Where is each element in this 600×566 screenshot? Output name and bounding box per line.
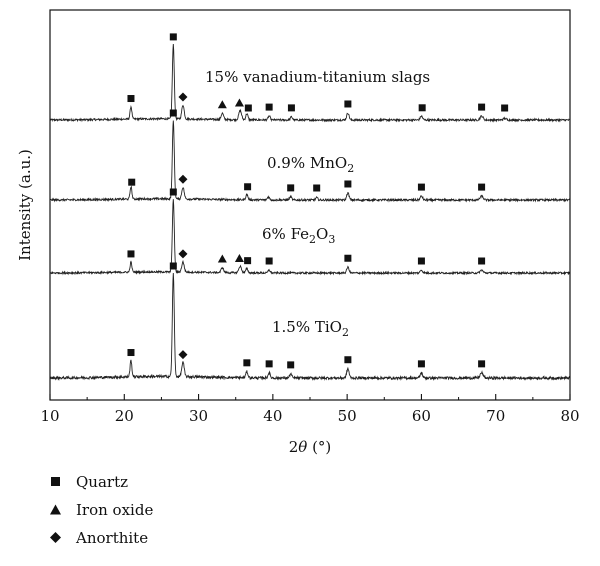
diamond-marker-icon [42, 532, 76, 544]
quartz-marker [244, 257, 252, 265]
quartz-marker [127, 95, 135, 103]
quartz-marker [344, 254, 352, 262]
x-axis-label-suffix: (°) [307, 438, 331, 456]
xrd-trace [49, 199, 571, 276]
quartz-marker [243, 359, 251, 367]
iron-oxide-marker [234, 253, 244, 262]
quartz-marker [313, 184, 321, 192]
iron-oxide-marker [217, 254, 227, 263]
quartz-marker [417, 360, 425, 368]
legend: Quartz Iron oxide Anorthite [42, 468, 153, 552]
x-tick-label: 60 [412, 407, 431, 425]
anorthite-marker [178, 350, 188, 360]
trace-layer [49, 43, 571, 381]
x-tick-label: 50 [338, 407, 357, 425]
x-tick-label: 40 [263, 407, 282, 425]
legend-label-quartz: Quartz [76, 473, 129, 491]
quartz-marker [128, 178, 136, 186]
quartz-marker [127, 349, 135, 357]
legend-item-quartz: Quartz [42, 468, 153, 496]
xrd-trace [49, 272, 571, 381]
quartz-marker [287, 184, 295, 192]
quartz-marker [344, 180, 352, 188]
quartz-marker [169, 109, 177, 117]
anorthite-marker [178, 249, 188, 259]
iron-oxide-marker [217, 100, 227, 109]
x-axis-ticks: 10 20 30 40 50 60 70 80 [40, 394, 580, 425]
quartz-marker [265, 360, 273, 368]
legend-item-iron-oxide: Iron oxide [42, 496, 153, 524]
legend-label-iron-oxide: Iron oxide [76, 501, 154, 519]
legend-label-anorthite: Anorthite [76, 529, 149, 547]
quartz-marker [418, 104, 426, 112]
iron-oxide-marker [234, 98, 244, 107]
quartz-marker [244, 104, 252, 112]
quartz-marker [478, 103, 486, 111]
quartz-marker [344, 100, 352, 108]
x-tick-label: 70 [486, 407, 505, 425]
quartz-marker [265, 257, 273, 265]
pattern-label: 15% vanadium-titanium slags [205, 68, 430, 86]
pattern-label: 1.5% TiO2 [272, 318, 349, 339]
quartz-marker [127, 250, 135, 258]
x-axis-label-symbol: θ [298, 438, 307, 456]
legend-item-anorthite: Anorthite [42, 524, 153, 552]
quartz-marker [287, 361, 295, 369]
quartz-marker [287, 104, 295, 112]
quartz-marker [478, 360, 486, 368]
quartz-marker [417, 183, 425, 191]
anorthite-marker [178, 174, 188, 184]
marker-layer [127, 33, 509, 369]
xrd-trace [49, 43, 571, 123]
quartz-marker [169, 262, 177, 270]
square-marker-icon [42, 476, 76, 488]
pattern-label: 6% Fe2O3 [262, 225, 335, 246]
triangle-marker-icon [42, 504, 76, 516]
anorthite-marker [178, 92, 188, 102]
quartz-marker [265, 103, 273, 111]
x-tick-label: 10 [40, 407, 59, 425]
x-tick-label: 30 [189, 407, 208, 425]
pattern-label-layer: 15% vanadium-titanium slags 0.9% MnO2 6% F… [205, 68, 430, 339]
quartz-marker [169, 188, 177, 196]
y-axis-label: Intensity (a.u.) [16, 149, 34, 261]
xrd-trace [49, 120, 571, 203]
quartz-marker [244, 183, 252, 191]
x-axis-label-prefix: 2 [289, 438, 299, 456]
x-tick-label: 80 [560, 407, 579, 425]
quartz-marker [501, 104, 509, 112]
quartz-marker [344, 356, 352, 364]
quartz-marker [169, 33, 177, 41]
quartz-marker [478, 183, 486, 191]
x-axis-label: 2θ (°) [289, 438, 332, 456]
quartz-marker [417, 257, 425, 265]
pattern-label: 0.9% MnO2 [267, 154, 354, 175]
quartz-marker [478, 257, 486, 265]
x-tick-label: 20 [115, 407, 134, 425]
